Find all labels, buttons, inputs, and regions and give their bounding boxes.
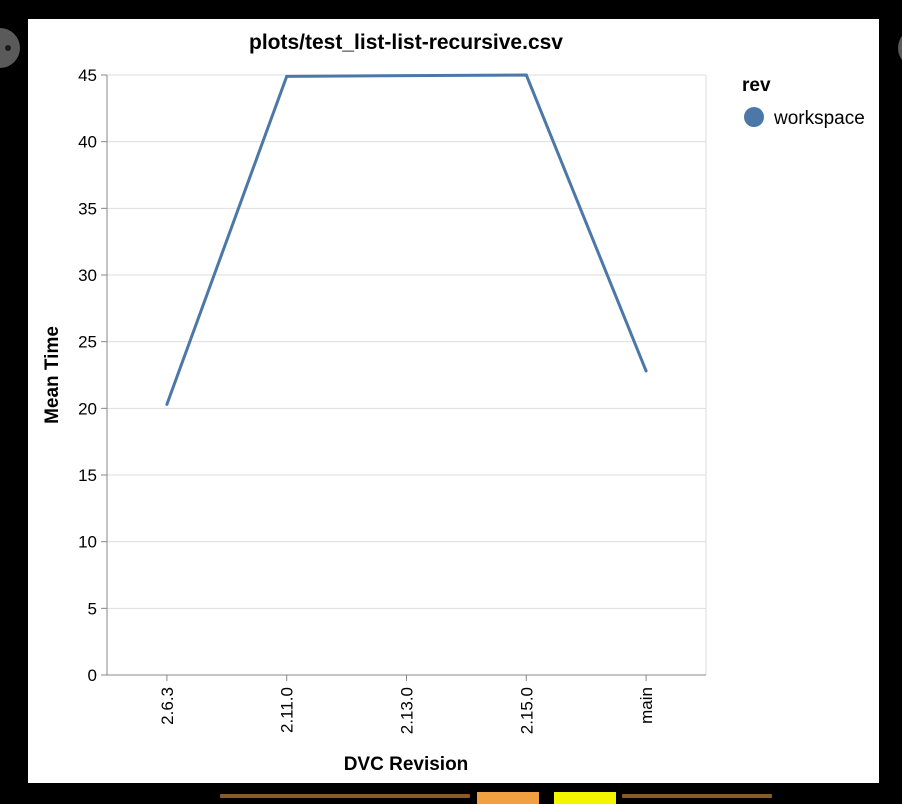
y-tick-label: 25 bbox=[78, 333, 97, 352]
x-axis-title: DVC Revision bbox=[344, 754, 469, 775]
background-code-strip bbox=[0, 783, 902, 804]
y-tick-label: 0 bbox=[88, 666, 97, 685]
legend-title: rev bbox=[742, 75, 771, 96]
data-point bbox=[644, 369, 648, 373]
y-tick-label: 35 bbox=[78, 199, 97, 218]
highlight-yellow bbox=[554, 792, 616, 804]
dot-icon bbox=[5, 45, 11, 51]
legend-label-workspace: workspace bbox=[773, 108, 865, 129]
code-fragment bbox=[220, 794, 470, 798]
data-point bbox=[165, 402, 169, 406]
series-line-workspace bbox=[165, 73, 648, 405]
y-tick-label: 5 bbox=[88, 599, 97, 618]
y-tick-label: 45 bbox=[78, 66, 97, 85]
y-tick-label: 20 bbox=[78, 399, 97, 418]
left-edge-button[interactable] bbox=[0, 28, 20, 68]
code-fragment bbox=[622, 794, 772, 798]
x-tick-label: 2.6.3 bbox=[158, 687, 177, 725]
y-axis-title: Mean Time bbox=[42, 326, 63, 424]
chart-svg: 0 5 10 15 20 25 30 35 40 45 2.6.3 2.11.0 2.13.0 2.15.… bbox=[42, 31, 865, 775]
legend-symbol-workspace bbox=[744, 107, 764, 127]
data-point bbox=[285, 74, 289, 78]
x-tick-label: main bbox=[637, 687, 656, 724]
data-point bbox=[524, 73, 528, 77]
right-edge-button[interactable] bbox=[898, 28, 902, 68]
y-tick-label: 40 bbox=[78, 133, 97, 152]
highlight-orange bbox=[477, 792, 539, 804]
grid-layer bbox=[107, 74, 707, 676]
x-tick-label: 2.13.0 bbox=[398, 687, 417, 734]
y-tick-label: 15 bbox=[78, 466, 97, 485]
y-tick-label: 30 bbox=[78, 266, 97, 285]
y-tick-label: 10 bbox=[78, 533, 97, 552]
series-layer bbox=[165, 73, 648, 406]
chart-panel: 0 5 10 15 20 25 30 35 40 45 2.6.3 2.11.0 2.13.0 2.15.… bbox=[28, 19, 879, 783]
chart-title: plots/test_list-list-recursive.csv bbox=[249, 31, 563, 54]
legend: rev workspace bbox=[742, 75, 865, 129]
axis-layer: 0 5 10 15 20 25 30 35 40 45 2.6.3 2.11.0 2.13.0 2.15.… bbox=[78, 66, 706, 734]
x-tick-label: 2.11.0 bbox=[278, 687, 297, 733]
x-tick-label: 2.15.0 bbox=[517, 687, 536, 734]
